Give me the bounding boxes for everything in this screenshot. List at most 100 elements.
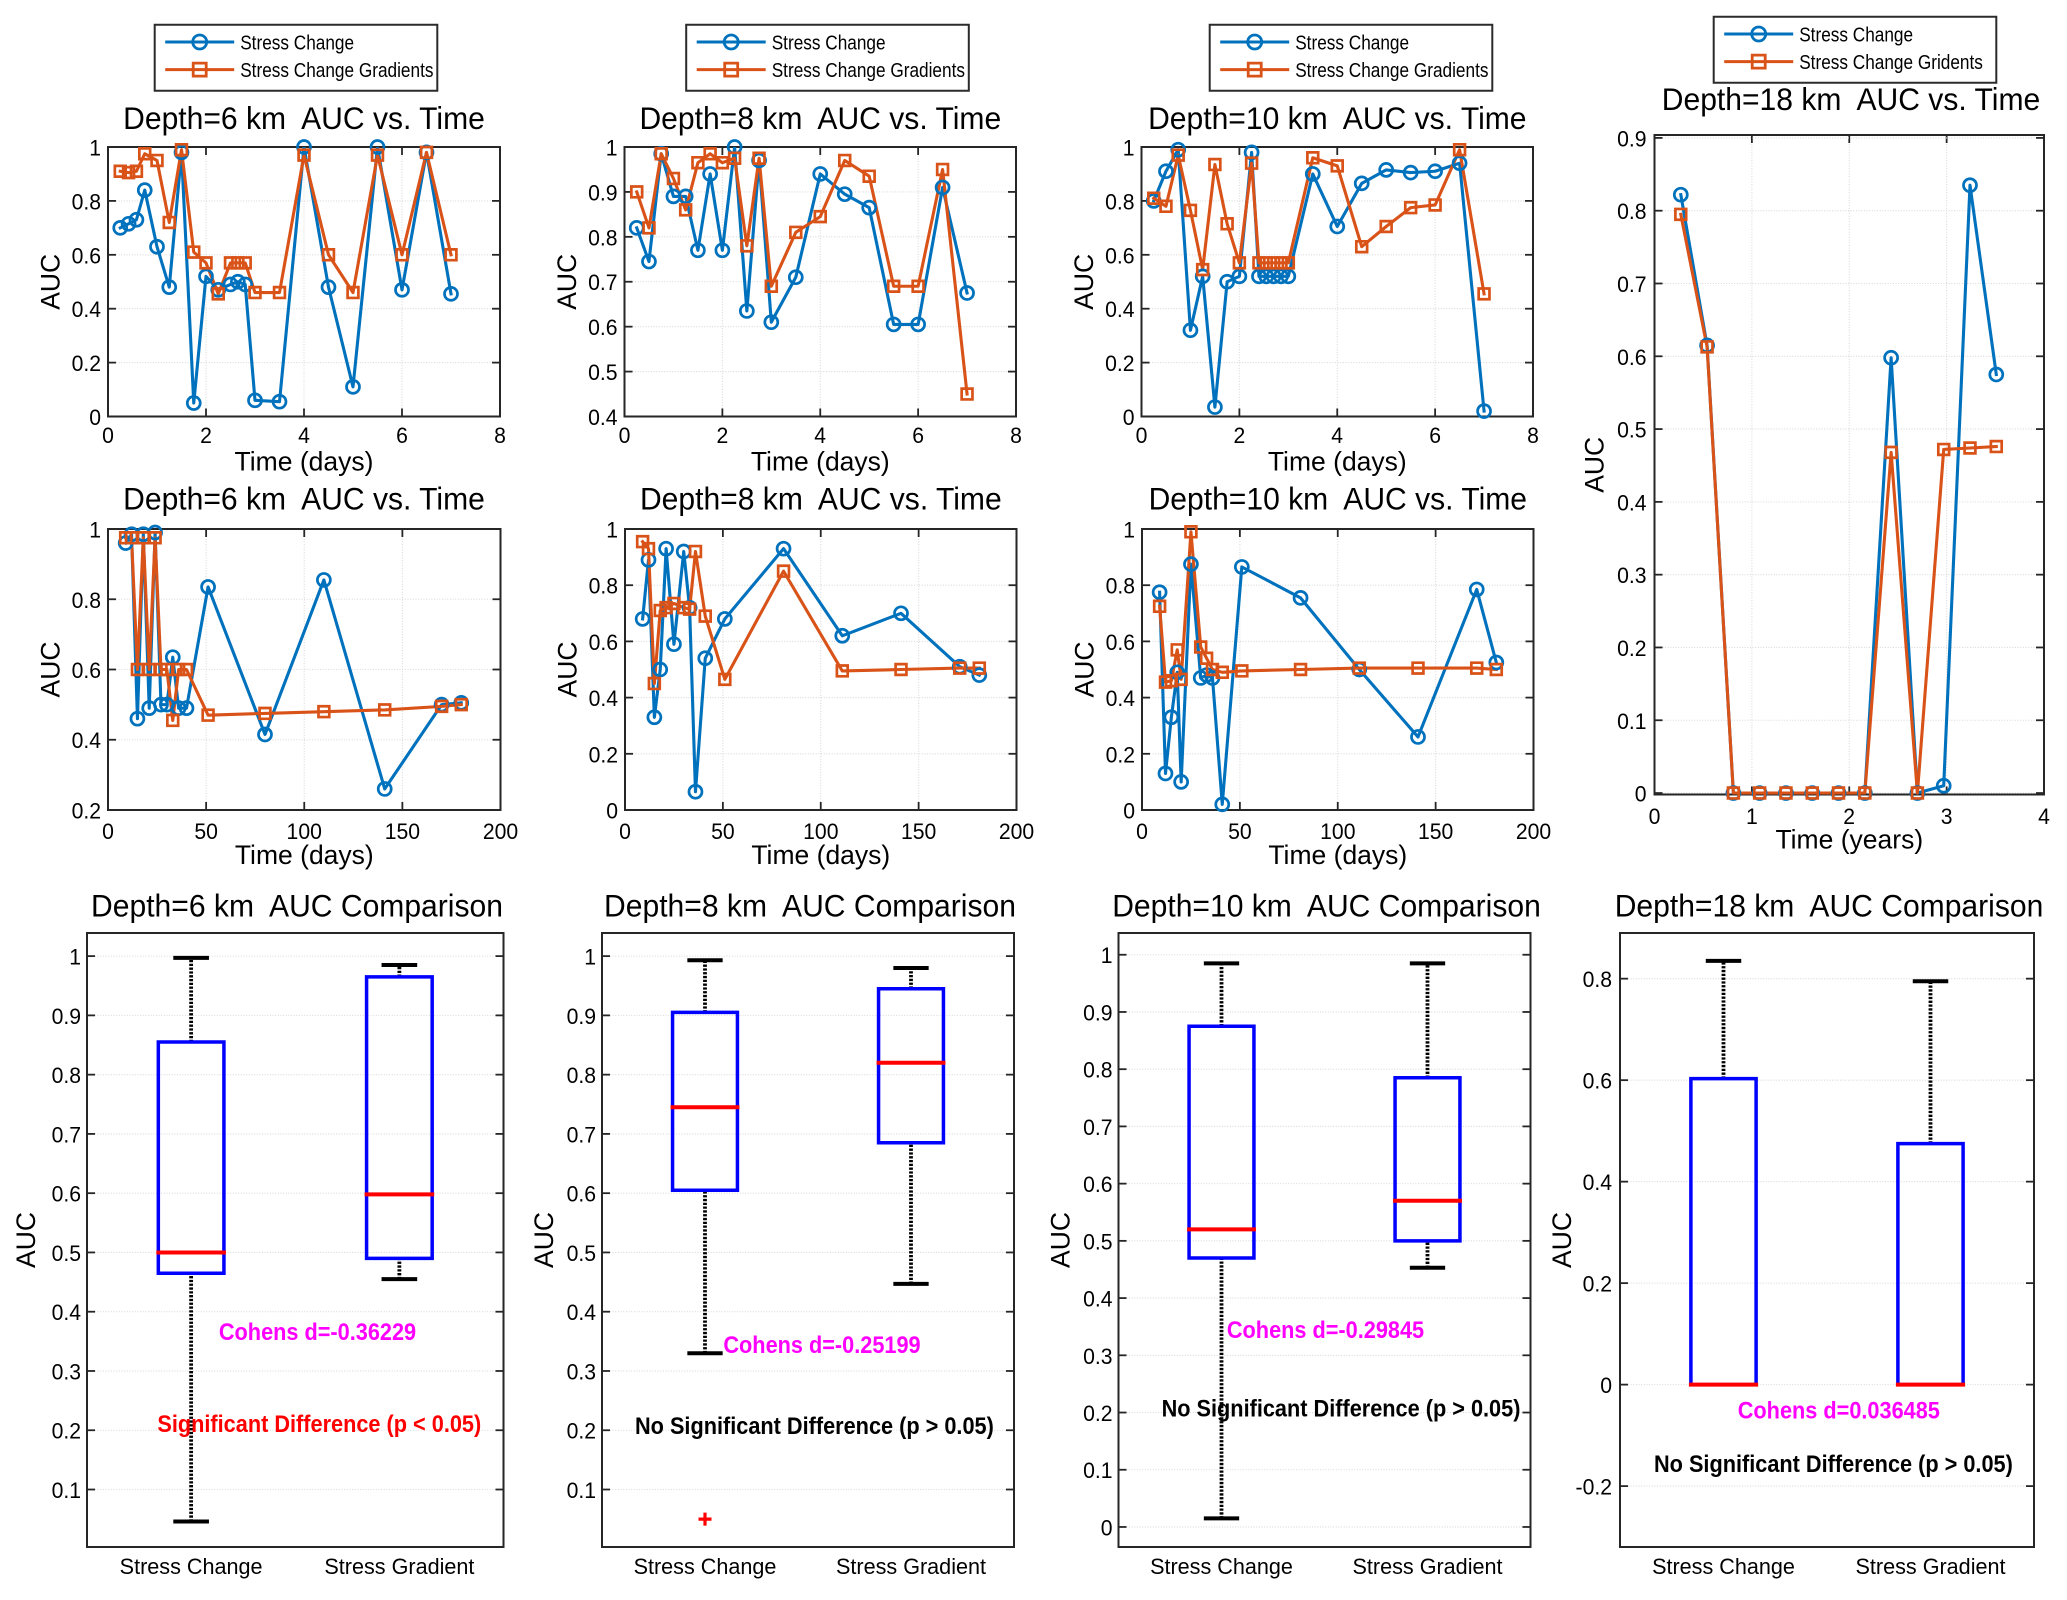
svg-text:0.9: 0.9 [1083, 1000, 1112, 1026]
svg-text:Depth=6 km AUC vs. Time: Depth=6 km AUC vs. Time [123, 481, 485, 517]
svg-text:Time (days): Time (days) [1268, 840, 1407, 870]
svg-text:6: 6 [396, 422, 408, 448]
svg-text:100: 100 [803, 818, 838, 844]
svg-text:4: 4 [1331, 422, 1343, 448]
svg-text:0.6: 0.6 [567, 1181, 596, 1207]
svg-text:Significant Difference (p < 0.: Significant Difference (p < 0.05) [157, 1410, 481, 1437]
svg-text:0: 0 [1649, 803, 1661, 829]
svg-text:0.4: 0.4 [589, 686, 618, 712]
svg-text:0.4: 0.4 [1617, 490, 1646, 516]
svg-text:No Significant Difference (p >: No Significant Difference (p > 0.05) [635, 1412, 994, 1439]
svg-text:6: 6 [1429, 422, 1441, 448]
svg-text:0.8: 0.8 [589, 573, 618, 599]
svg-text:0.2: 0.2 [72, 798, 101, 824]
svg-text:Stress Change Gradients: Stress Change Gradients [240, 60, 433, 83]
svg-text:0: 0 [89, 404, 101, 430]
svg-text:0: 0 [1635, 781, 1647, 807]
svg-text:0.2: 0.2 [1617, 635, 1646, 661]
svg-text:0.6: 0.6 [72, 243, 101, 269]
svg-text:1: 1 [606, 135, 618, 161]
svg-text:0: 0 [1101, 1515, 1113, 1541]
svg-text:0.8: 0.8 [52, 1063, 81, 1089]
svg-text:0.6: 0.6 [72, 657, 101, 683]
svg-text:0.7: 0.7 [567, 1122, 596, 1148]
svg-text:0.8: 0.8 [1617, 199, 1646, 225]
svg-text:0.3: 0.3 [1083, 1343, 1112, 1369]
svg-text:Depth=8 km AUC Comparison: Depth=8 km AUC Comparison [604, 888, 1016, 924]
svg-text:Stress Change: Stress Change [240, 32, 354, 55]
svg-text:50: 50 [711, 818, 735, 844]
svg-text:100: 100 [287, 818, 322, 844]
svg-text:8: 8 [1010, 422, 1022, 448]
svg-text:0.2: 0.2 [1106, 742, 1135, 768]
svg-text:Depth=8 km AUC vs. Time: Depth=8 km AUC vs. Time [639, 100, 1001, 136]
svg-text:0.3: 0.3 [1617, 563, 1646, 589]
svg-text:0.7: 0.7 [1617, 271, 1646, 297]
svg-text:Depth=10 km AUC Comparison: Depth=10 km AUC Comparison [1112, 888, 1541, 924]
svg-text:0.2: 0.2 [567, 1418, 596, 1444]
svg-text:0.4: 0.4 [567, 1300, 596, 1326]
svg-text:Stress Change: Stress Change [634, 1554, 777, 1580]
svg-text:0: 0 [1123, 404, 1135, 430]
svg-text:AUC: AUC [11, 1212, 41, 1268]
svg-text:50: 50 [194, 818, 218, 844]
svg-text:AUC: AUC [36, 642, 66, 698]
svg-text:Stress Change: Stress Change [1652, 1554, 1795, 1580]
svg-text:4: 4 [2038, 803, 2050, 829]
svg-text:0.3: 0.3 [52, 1359, 81, 1385]
svg-text:0: 0 [606, 798, 618, 824]
svg-text:2: 2 [717, 422, 729, 448]
svg-text:0.4: 0.4 [72, 728, 101, 754]
svg-text:Stress Gradient: Stress Gradient [1352, 1554, 1502, 1580]
svg-text:0.5: 0.5 [1617, 417, 1646, 443]
svg-text:0.4: 0.4 [1583, 1170, 1612, 1196]
svg-text:4: 4 [814, 422, 826, 448]
svg-text:0: 0 [102, 818, 114, 844]
svg-text:0.6: 0.6 [1083, 1172, 1112, 1198]
svg-text:Stress Gradient: Stress Gradient [1855, 1554, 2005, 1580]
svg-text:Cohens d=-0.36229: Cohens d=-0.36229 [219, 1318, 416, 1345]
svg-text:Depth=10 km AUC vs. Time: Depth=10 km AUC vs. Time [1148, 100, 1526, 136]
svg-text:0.2: 0.2 [72, 351, 101, 377]
svg-text:AUC: AUC [1069, 254, 1099, 310]
svg-text:2: 2 [200, 422, 212, 448]
svg-text:0: 0 [1600, 1373, 1612, 1399]
svg-text:0: 0 [1123, 798, 1135, 824]
svg-text:Stress Change: Stress Change [1150, 1554, 1293, 1580]
svg-text:0.7: 0.7 [588, 270, 617, 296]
svg-text:AUC: AUC [1070, 642, 1100, 698]
svg-text:2: 2 [1234, 422, 1246, 448]
svg-text:0: 0 [1136, 818, 1148, 844]
svg-text:0.4: 0.4 [72, 297, 101, 323]
svg-text:0: 0 [1136, 422, 1148, 448]
svg-text:0.1: 0.1 [52, 1477, 81, 1503]
svg-text:1: 1 [89, 135, 101, 161]
svg-text:0.2: 0.2 [589, 742, 618, 768]
svg-text:0.2: 0.2 [52, 1418, 81, 1444]
svg-text:Stress Gradient: Stress Gradient [836, 1554, 986, 1580]
svg-text:0.8: 0.8 [72, 189, 101, 215]
svg-text:0.6: 0.6 [52, 1181, 81, 1207]
svg-text:8: 8 [1527, 422, 1539, 448]
svg-text:Stress Gradient: Stress Gradient [324, 1554, 474, 1580]
svg-text:6: 6 [912, 422, 924, 448]
svg-text:0.8: 0.8 [1106, 573, 1135, 599]
svg-text:100: 100 [1320, 818, 1355, 844]
svg-text:0.4: 0.4 [52, 1300, 81, 1326]
svg-text:0.8: 0.8 [588, 225, 617, 251]
svg-text:0.6: 0.6 [588, 315, 617, 341]
svg-text:0.2: 0.2 [1105, 351, 1134, 377]
svg-text:Stress Change: Stress Change [772, 32, 886, 55]
svg-text:0.7: 0.7 [52, 1122, 81, 1148]
svg-text:AUC: AUC [1046, 1212, 1076, 1268]
svg-text:0.7: 0.7 [1083, 1114, 1112, 1140]
svg-text:8: 8 [494, 422, 506, 448]
svg-text:Depth=6 km AUC Comparison: Depth=6 km AUC Comparison [91, 888, 503, 924]
svg-text:AUC: AUC [1580, 437, 1610, 493]
svg-text:0.6: 0.6 [1106, 629, 1135, 655]
svg-text:No Significant Difference (p >: No Significant Difference (p > 0.05) [1162, 1395, 1521, 1422]
svg-text:0: 0 [619, 818, 631, 844]
svg-text:0.5: 0.5 [1083, 1229, 1112, 1255]
svg-text:0.1: 0.1 [1617, 708, 1646, 734]
svg-text:0.8: 0.8 [1583, 967, 1612, 993]
